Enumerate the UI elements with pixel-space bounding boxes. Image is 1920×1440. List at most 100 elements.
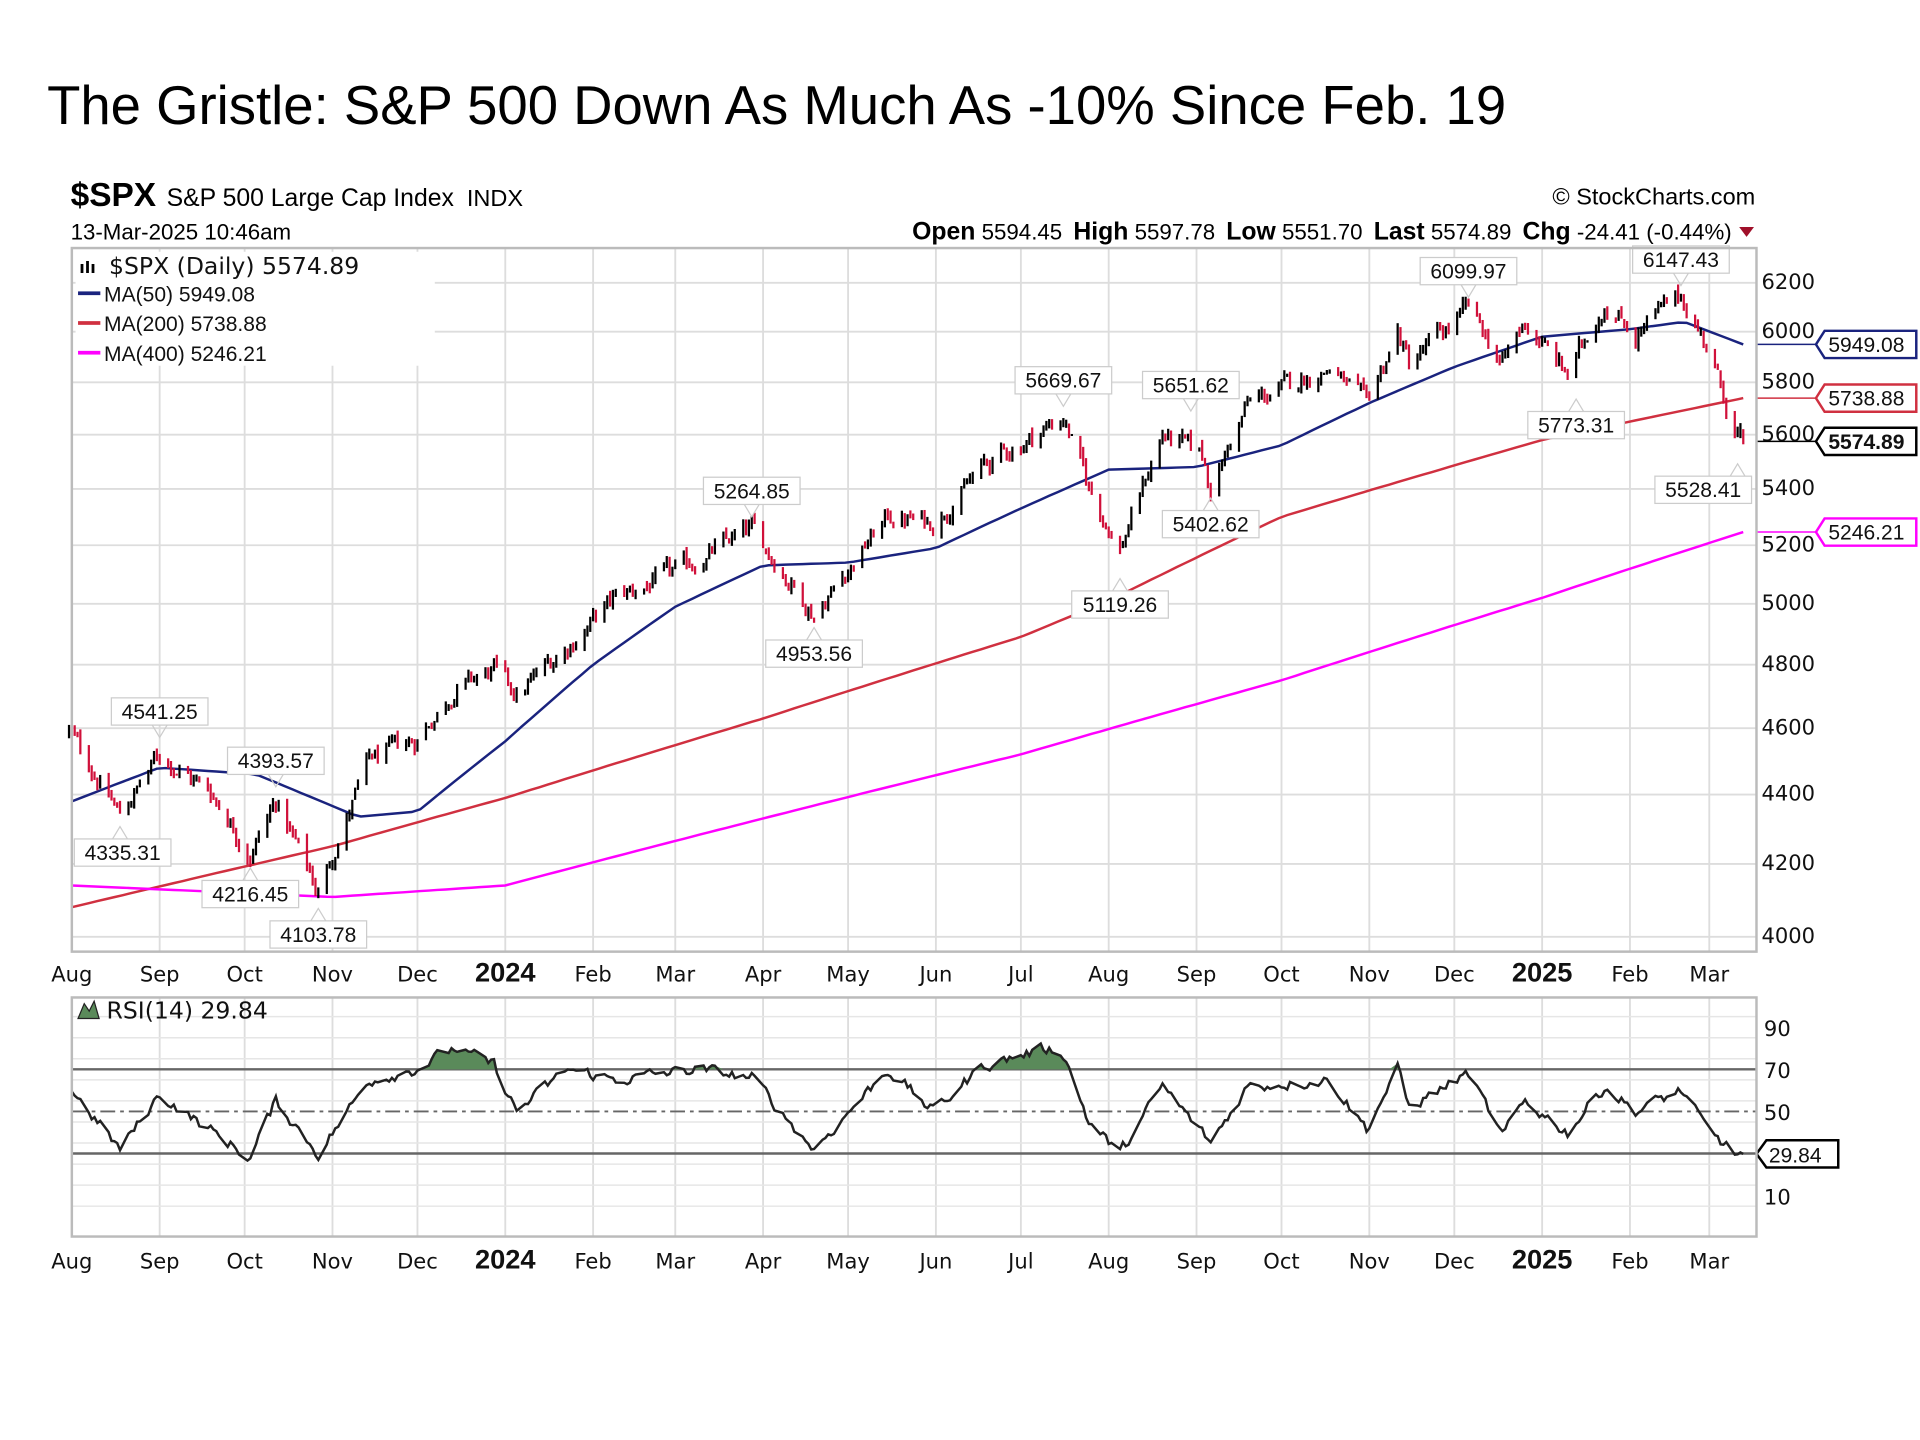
annotation-pointer <box>806 626 823 641</box>
chart-header: $SPX S&P 500 Large Cap Index INDX <box>71 177 524 214</box>
annotation-pointer <box>1055 393 1072 408</box>
annotation-pointer <box>1460 284 1477 299</box>
x-tick-label: Oct <box>226 961 262 986</box>
annotation-pointer <box>310 907 327 922</box>
annotation-label: 6147.43 <box>1643 249 1719 272</box>
annotation-label: 4953.56 <box>776 643 852 666</box>
x-tick-label: Mar <box>1689 1249 1729 1274</box>
ma-line-ma400 <box>71 530 1744 899</box>
x-tick-label: Oct <box>226 1249 262 1274</box>
price-annotations: 4541.25 4335.31 4393.57 4216.45 4103.78 5264.… <box>73 245 1753 949</box>
y-tick-label: 4400 <box>1761 781 1815 806</box>
annotation-label: 5402.62 <box>1173 514 1249 537</box>
annotation-label: 4393.57 <box>238 750 314 773</box>
legend-ma50: MA(50) 5949.08 <box>104 283 255 306</box>
rsi-legend: RSI(14) 29.84 <box>77 997 268 1025</box>
chg-value: -24.41 (-0.44%) <box>1577 219 1732 244</box>
annotation-label: 4216.45 <box>212 883 288 906</box>
x-tick-label: Oct <box>1263 961 1299 986</box>
x-tick-label: Sep <box>1177 961 1217 986</box>
legend-ma200: MA(200) 5738.88 <box>104 313 267 336</box>
annotation-box <box>73 838 172 867</box>
value-tag-label: 5246.21 <box>1828 521 1904 544</box>
value-tag <box>1814 426 1918 457</box>
annotation-label: 5119.26 <box>1083 594 1158 617</box>
price-plot-frame <box>70 246 1758 953</box>
x-tick-label: 2025 <box>1512 1244 1573 1275</box>
annotation-box <box>110 697 209 726</box>
rsi-tick-label: 10 <box>1764 1184 1791 1209</box>
y-tick-label: 4000 <box>1761 923 1815 948</box>
last-value: 5574.89 <box>1431 219 1512 244</box>
x-tick-label: Mar <box>655 961 695 986</box>
x-tick-label: Jun <box>917 961 952 986</box>
annotation-label: 5264.85 <box>714 480 790 503</box>
ma50-swatch <box>78 291 101 296</box>
annotation-pointer <box>1568 397 1585 412</box>
x-tick-label: Nov <box>1349 961 1390 986</box>
value-tag <box>1814 517 1918 547</box>
ma-line-ma200 <box>71 396 1744 909</box>
annotation-label: 4103.78 <box>280 924 356 947</box>
y-tick-label: 4800 <box>1761 651 1815 676</box>
x-tick-label: 2025 <box>1512 956 1573 987</box>
x-tick-label: Dec <box>1434 1249 1475 1274</box>
down-arrow-icon <box>1739 226 1755 237</box>
annotation-box <box>1141 370 1240 400</box>
x-tick-label: 2024 <box>475 1244 536 1275</box>
x-tick-label: May <box>826 961 870 986</box>
high-value: 5597.78 <box>1135 219 1216 244</box>
x-tick-label: Dec <box>1434 961 1475 986</box>
x-tick-label: Apr <box>745 961 782 986</box>
low-label: Low <box>1226 218 1276 245</box>
annotation-label: 5528.41 <box>1665 479 1741 502</box>
datetime: 13-Mar-2025 10:46am <box>71 219 291 244</box>
y-tick-label: 5800 <box>1761 368 1815 393</box>
rsi-value-tag <box>1754 1139 1840 1169</box>
open-value: 5594.45 <box>982 219 1063 244</box>
x-tick-label: Aug <box>51 961 92 986</box>
open-label: Open <box>912 218 975 245</box>
x-tick-label: Jun <box>917 1249 952 1274</box>
x-tick-label: Jul <box>1006 961 1033 986</box>
rsi-tick-label: 50 <box>1764 1100 1791 1125</box>
rsi-overbought-fill <box>71 1043 1744 1070</box>
y-tick-label: 5200 <box>1761 531 1815 556</box>
price-legend: ılı $SPX (Daily) 5574.89 MA(50) 5949.08 … <box>75 251 435 366</box>
x-tick-label: Aug <box>1088 1249 1129 1274</box>
annotation-box <box>226 746 325 776</box>
annotation-box <box>765 639 864 668</box>
x-tick-label: Nov <box>1349 1249 1390 1274</box>
legend-price: $SPX (Daily) 5574.89 <box>109 252 359 280</box>
y-tick-label: 5400 <box>1761 475 1815 500</box>
x-tick-label: Sep <box>140 1249 180 1274</box>
chg-label: Chg <box>1523 218 1571 245</box>
annotation-label: 5773.31 <box>1538 415 1614 438</box>
annotation-box <box>1632 245 1730 274</box>
x-tick-label: Mar <box>655 1249 695 1274</box>
rsi-tick-label: 90 <box>1764 1016 1791 1041</box>
annotation-pointer <box>242 866 259 881</box>
x-tick-label: Nov <box>312 1249 353 1274</box>
annotation-pointer <box>1202 496 1219 511</box>
annotation-label: 4335.31 <box>85 842 161 865</box>
annotation-box <box>1527 410 1626 440</box>
rsi-tick-label: 70 <box>1764 1058 1791 1083</box>
y-tick-label: 4600 <box>1761 714 1815 739</box>
bars-icon: ılı <box>79 258 96 277</box>
y-tick-label: 6000 <box>1761 318 1815 343</box>
ma-line-ma50 <box>71 321 1744 818</box>
low-value: 5551.70 <box>1282 219 1363 244</box>
annotation-label: 5669.67 <box>1025 370 1101 393</box>
x-tick-label: Sep <box>140 961 180 986</box>
annotation-box <box>269 920 368 949</box>
annotation-box <box>1654 475 1753 505</box>
annotation-box <box>702 476 801 506</box>
x-tick-label: Mar <box>1689 961 1729 986</box>
x-tick-label: Oct <box>1263 1249 1299 1274</box>
ma200-swatch <box>78 321 101 325</box>
value-tag-label: 5574.89 <box>1828 431 1904 454</box>
index-name: S&P 500 Large Cap Index <box>167 185 455 212</box>
annotation-pointer <box>1182 398 1199 413</box>
rsi-grid: 90 70 50 10 <box>70 997 1791 1237</box>
